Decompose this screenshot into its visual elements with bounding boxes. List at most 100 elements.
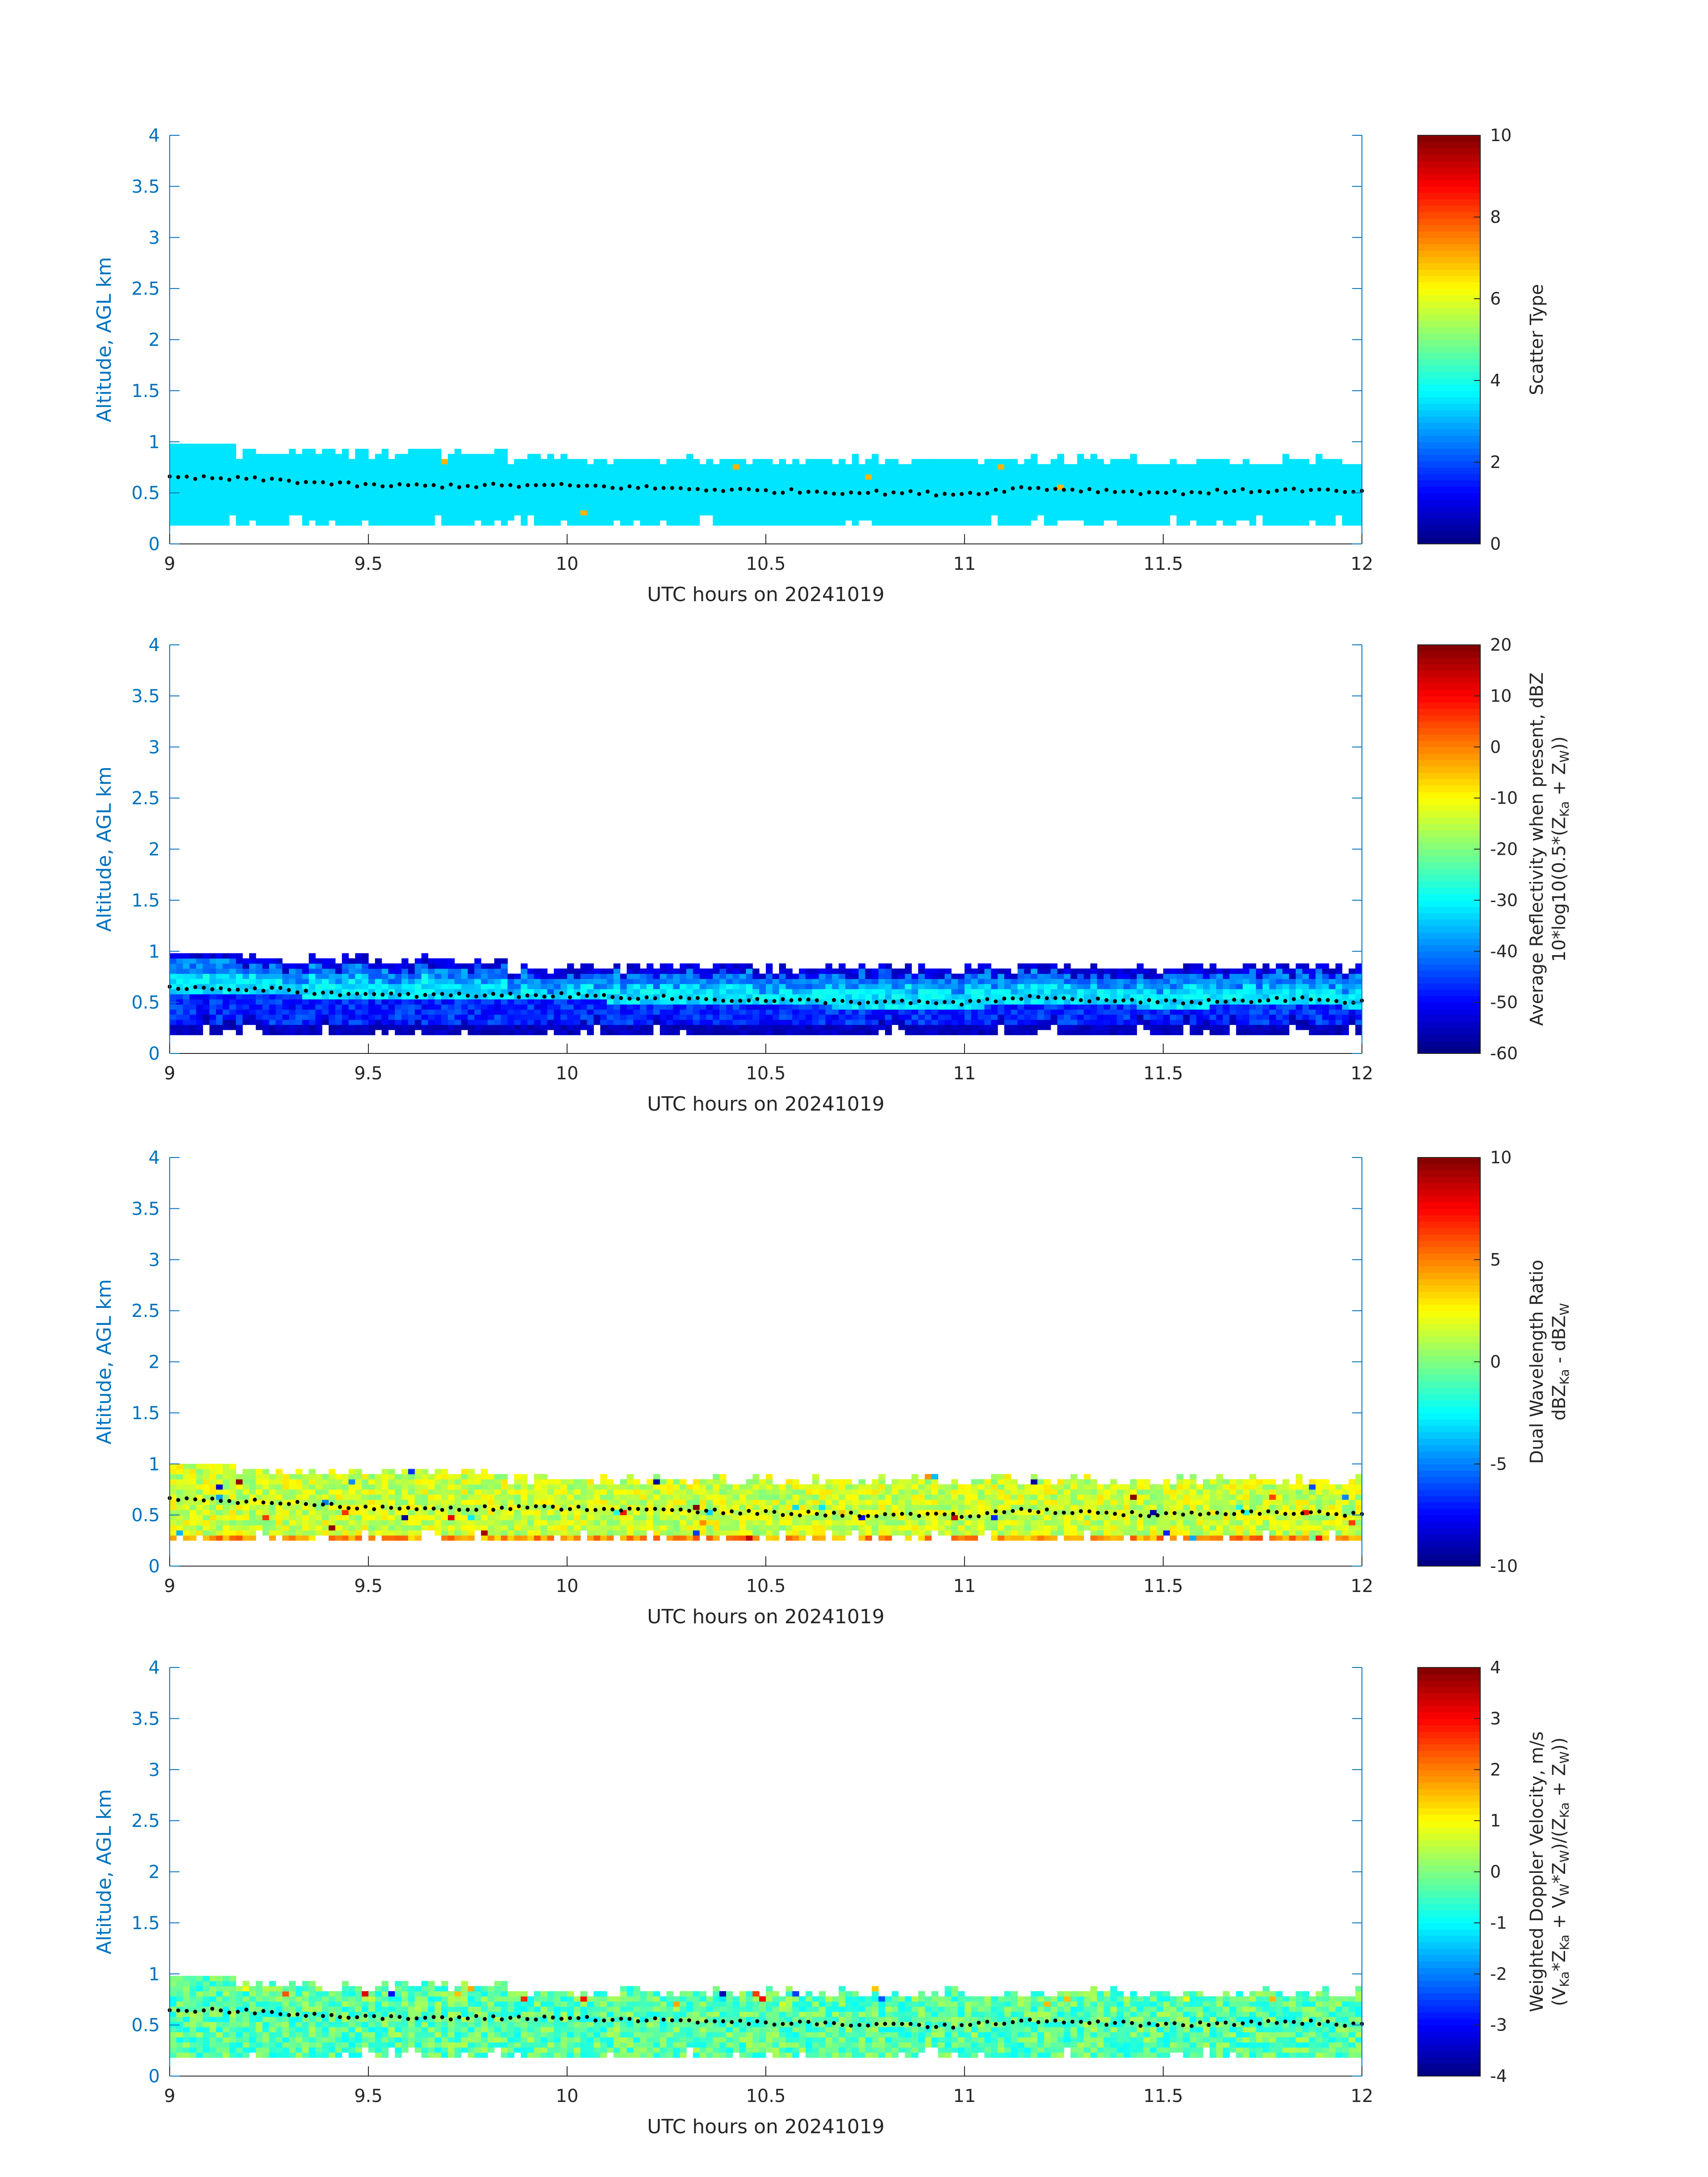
heatmap-cell [1057,510,1065,516]
heatmap-cell [242,958,250,964]
heatmap-cell [1256,989,1263,994]
heatmap-cell [1229,1004,1236,1010]
heatmap-cell [362,515,369,521]
heatmap-cell [1064,999,1071,1005]
heatmap-cell [965,479,972,485]
heatmap-cell [1295,1020,1303,1025]
heatmap-cell [1262,479,1270,485]
heatmap-cell [554,968,561,974]
heatmap-cell [680,474,687,480]
heatmap-cell [355,494,362,500]
heatmap-cell [600,1030,607,1036]
heatmap-cell [925,1004,932,1010]
heatmap-cell [408,994,415,999]
heatmap-cell [236,958,243,964]
heatmap-cell [255,989,263,994]
heatmap-cell [408,474,415,480]
heatmap-cell [1236,479,1243,485]
heatmap-cell [236,469,243,475]
heatmap-cell [342,520,349,526]
heatmap-cell [1150,464,1157,470]
heatmap-cell [825,1014,832,1020]
heatmap-cell [1037,1014,1044,1020]
heatmap-cell [573,1014,581,1020]
heatmap-cell [176,1030,184,1036]
heatmap-cell [362,958,369,964]
heatmap-cell [620,989,627,994]
heatmap-cell [176,968,184,974]
heatmap-cell [441,459,448,464]
heatmap-cell [984,1024,991,1030]
heatmap-cell [1044,464,1051,470]
heatmap-cell [832,469,839,475]
heatmap-cell [1355,474,1362,480]
heatmap-cell [1243,474,1250,480]
heatmap-cell [282,454,289,460]
heatmap-cell [732,469,740,475]
heatmap-cell [1163,1009,1170,1015]
heatmap-cell [1355,494,1362,500]
heatmap-cell [295,459,303,464]
heatmap-cell [229,494,236,500]
heatmap-cell [660,1009,667,1015]
heatmap-cell [176,1024,184,1030]
heatmap-cell [448,963,455,969]
cloud-base-dot [1104,488,1109,492]
heatmap-cell [289,469,296,475]
heatmap-cell [958,984,965,990]
heatmap-cell [713,978,720,984]
heatmap-cell [236,510,243,516]
heatmap-cell [1249,1009,1257,1015]
heatmap-cell [931,1024,939,1030]
heatmap-cell [792,510,799,516]
heatmap-cell [706,974,713,979]
heatmap-cell [1017,1030,1025,1036]
heatmap-cell [249,500,256,506]
heatmap-cell [971,505,978,510]
heatmap-cell [249,510,256,516]
heatmap-cell [176,953,184,959]
heatmap-cell [1084,515,1091,521]
heatmap-cell [348,1030,355,1036]
heatmap-cell [1130,1024,1137,1030]
heatmap-cell [454,1004,462,1010]
heatmap-cell [322,449,329,454]
heatmap-cell [468,454,475,460]
heatmap-cell [580,984,588,990]
heatmap-cell [1070,968,1077,974]
heatmap-cell [461,989,468,994]
heatmap-cell [1289,978,1296,984]
heatmap-cell [514,989,521,994]
heatmap-cell [176,459,184,464]
heatmap-cell [1011,974,1018,979]
heatmap-cell [567,1030,574,1036]
heatmap-cell [355,489,362,495]
heatmap-cell [759,1014,766,1020]
heatmap-cell [719,505,727,510]
heatmap-cell [944,479,952,485]
heatmap-cell [958,515,965,521]
heatmap-cell [395,968,402,974]
heatmap-cell [554,1009,561,1015]
heatmap-cell [1169,505,1177,510]
heatmap-cell [984,494,991,500]
heatmap-cell [242,974,250,979]
heatmap-cell [335,505,342,510]
heatmap-cell [1216,505,1224,510]
heatmap-cell [560,968,568,974]
cloud-base-dot [380,484,385,489]
heatmap-cell [348,974,355,979]
heatmap-cell [534,999,541,1005]
heatmap-cell [395,963,402,969]
heatmap-cell [468,978,475,984]
heatmap-cell [183,953,190,959]
heatmap-cell [799,500,806,506]
colorbar-segment [1418,173,1480,180]
heatmap-cell [1110,515,1117,521]
heatmap-cell [1328,494,1336,500]
heatmap-cell [1117,459,1124,464]
heatmap-cell [1150,1004,1157,1010]
heatmap-cell [368,505,376,510]
heatmap-cell [1183,1009,1190,1015]
cloud-base-dot [840,492,845,496]
